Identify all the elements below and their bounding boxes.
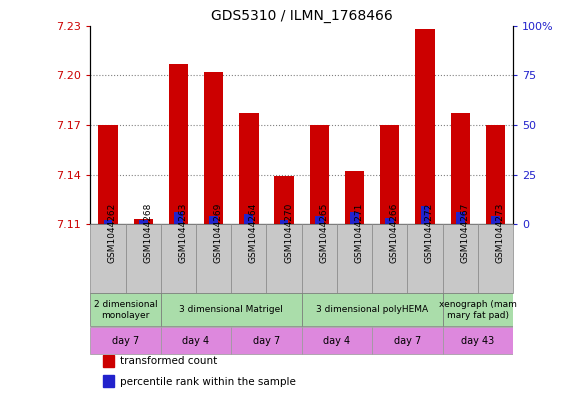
Text: 3 dimensional Matrigel: 3 dimensional Matrigel [180,305,283,314]
Text: GSM1044267: GSM1044267 [460,202,469,263]
Bar [456,213,465,224]
Bar [280,220,289,224]
Bar [302,294,442,326]
Bar [103,355,114,367]
Bar [310,125,329,224]
Text: day 4: day 4 [182,336,210,346]
Bar [244,215,253,224]
Text: GSM1044269: GSM1044269 [213,202,223,263]
Bar [345,171,364,224]
Bar [302,224,337,293]
Bar [103,375,114,387]
Text: 3 dimensional polyHEMA: 3 dimensional polyHEMA [316,305,428,314]
Text: GSM1044262: GSM1044262 [108,202,117,263]
Bar [275,176,294,224]
Bar [442,224,478,293]
Bar [315,217,324,224]
Bar [125,224,161,293]
Bar [266,224,302,293]
Text: day 7: day 7 [394,336,421,346]
Bar [372,224,408,293]
Text: GSM1044271: GSM1044271 [354,202,364,263]
Text: GSM1044268: GSM1044268 [143,202,152,263]
Text: GSM1044265: GSM1044265 [319,202,328,263]
Bar [90,224,125,293]
Bar [168,64,188,224]
Text: day 43: day 43 [461,336,494,346]
Bar [174,213,183,224]
Bar [408,224,442,293]
Bar [380,125,399,224]
Text: day 7: day 7 [112,336,139,346]
Bar [350,213,359,224]
Bar [231,327,302,354]
Bar [231,224,266,293]
Bar [385,219,394,224]
Bar [196,224,231,293]
Text: GSM1044263: GSM1044263 [178,202,187,263]
Bar [415,29,435,224]
Text: xenograph (mam
mary fat pad): xenograph (mam mary fat pad) [439,300,517,320]
Bar [451,113,470,224]
Bar [99,125,118,224]
Title: GDS5310 / ILMN_1768466: GDS5310 / ILMN_1768466 [211,9,392,23]
Bar [90,327,161,354]
Bar [491,217,500,224]
Text: GSM1044273: GSM1044273 [496,202,504,263]
Bar [204,72,223,224]
Bar [478,224,513,293]
Text: GSM1044270: GSM1044270 [284,202,293,263]
Bar [161,294,302,326]
Bar [134,219,153,224]
Bar [302,327,372,354]
Bar [209,217,218,224]
Bar [161,327,231,354]
Bar [90,294,161,326]
Text: day 4: day 4 [324,336,350,346]
Bar [442,327,513,354]
Bar [104,220,113,224]
Bar [161,224,196,293]
Text: 2 dimensional
monolayer: 2 dimensional monolayer [94,300,157,320]
Bar [420,206,430,224]
Text: percentile rank within the sample: percentile rank within the sample [120,376,296,387]
Bar [442,294,513,326]
Text: GSM1044272: GSM1044272 [425,202,434,263]
Text: GSM1044266: GSM1044266 [390,202,399,263]
Bar [486,125,505,224]
Bar [372,327,442,354]
Text: GSM1044264: GSM1044264 [249,202,258,263]
Bar [239,113,258,224]
Bar [337,224,372,293]
Text: day 7: day 7 [253,336,280,346]
Text: transformed count: transformed count [120,356,217,366]
Bar [139,220,147,224]
